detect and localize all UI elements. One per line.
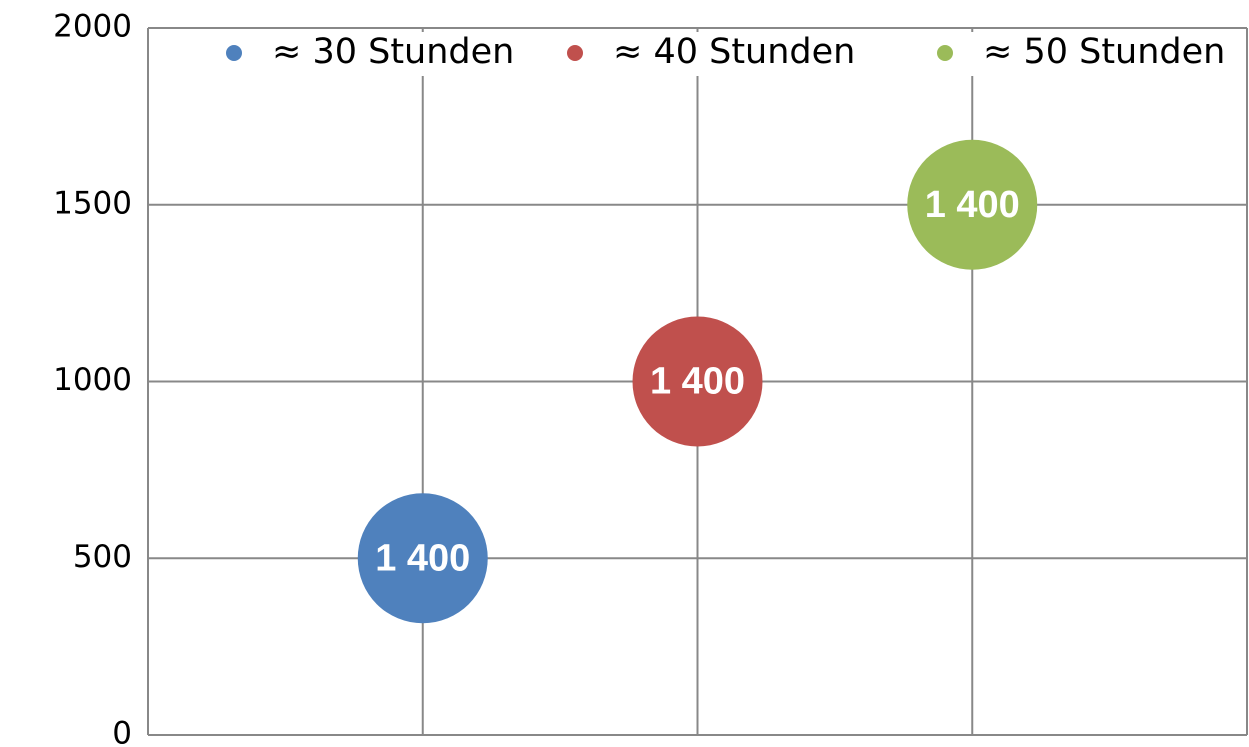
legend-background (200, 32, 1210, 76)
bubble (632, 316, 763, 447)
legend-marker (937, 45, 953, 61)
data-label: 1 400 (375, 537, 470, 579)
legend-marker (567, 45, 583, 61)
bubble (357, 493, 488, 624)
y-tick-label: 0 (112, 716, 132, 747)
legend-marker (226, 45, 242, 61)
y-tick-label: 500 (73, 539, 132, 575)
y-tick-label: 1000 (53, 362, 132, 398)
bubble (907, 139, 1038, 270)
data-label: 1 400 (925, 184, 1020, 226)
legend-label: ≈ 50 Stunden (983, 32, 1225, 72)
y-tick-label: 2000 (53, 9, 132, 45)
y-tick-label: 1500 (53, 185, 132, 221)
legend-label: ≈ 40 Stunden (613, 32, 855, 72)
legend-label: ≈ 30 Stunden (272, 32, 514, 72)
data-label: 1 400 (650, 361, 745, 403)
